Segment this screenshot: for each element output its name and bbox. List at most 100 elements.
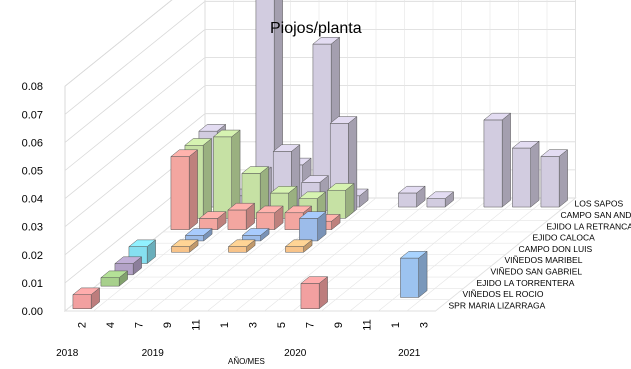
bar [100, 270, 129, 287]
bar-top [170, 149, 199, 157]
y-tick-label: 0.04 [22, 194, 43, 206]
bar [227, 239, 256, 253]
bar-top [227, 202, 256, 211]
category-gridline [235, 0, 377, 312]
y-tick-label: 0.05 [22, 166, 43, 178]
series-label: LOS SAPOS [575, 199, 624, 209]
bar-front [227, 209, 247, 230]
bar-top [284, 239, 313, 247]
gridline [64, 0, 173, 87]
bar [241, 228, 270, 242]
bar [284, 239, 313, 253]
y-tick-label: 0.07 [22, 109, 43, 121]
x-tick-label: 3 [247, 322, 259, 328]
x-tick-label: 11 [361, 319, 373, 330]
bar-front [540, 156, 560, 208]
bar [298, 211, 327, 242]
bar [511, 140, 540, 208]
bar-top [483, 112, 512, 121]
x-tick-label: 9 [333, 322, 345, 328]
bar [255, 205, 284, 231]
bar-front [426, 198, 446, 208]
bar-top [198, 211, 227, 219]
bar [72, 287, 101, 310]
year-label: 2018 [56, 348, 79, 359]
series-label: CAMPO SAN ANDRES [561, 210, 631, 220]
bar-top [272, 144, 301, 152]
x-tick-label: 2 [76, 322, 88, 328]
chart-title: Piojos/planta [270, 20, 362, 37]
bar-top [198, 124, 227, 132]
x-axis-title: AÑO/MES [228, 357, 265, 366]
bar-top [301, 175, 330, 183]
bar-side [418, 250, 428, 298]
bar [300, 276, 329, 310]
bar-front [285, 246, 304, 253]
year-label: 2020 [284, 348, 307, 359]
y-tick-label: 0.02 [22, 250, 43, 262]
bar-front [100, 277, 120, 287]
category-gridline [321, 0, 462, 312]
bar-top [326, 183, 355, 191]
bar-front [300, 283, 320, 309]
y-tick-label: 0.03 [22, 222, 43, 234]
year-label: 2021 [398, 348, 421, 359]
bar-side [202, 137, 212, 219]
bar-front [400, 257, 419, 298]
bar-front [170, 156, 190, 230]
bar-top [312, 37, 341, 45]
series-label: EJIDO LA TORRENTERA [477, 278, 575, 288]
bar-top [399, 251, 428, 259]
bar-side [558, 149, 568, 208]
series-label: SPR MARIA LIZARRAGA [449, 300, 546, 310]
bar-top [298, 191, 327, 199]
bar-top [72, 287, 101, 295]
series-label: CAMPO DON LUIS [519, 244, 593, 254]
bar-front [199, 218, 218, 230]
bar-side [501, 112, 511, 208]
bar-top [241, 166, 270, 174]
bar-front [398, 192, 417, 208]
bar [483, 112, 512, 208]
x-tick-label: 3 [418, 322, 430, 328]
x-tick-label: 1 [219, 322, 231, 328]
bar [326, 182, 355, 219]
bar-front [72, 294, 92, 309]
bar-top [100, 270, 129, 278]
bar-top [128, 239, 157, 247]
bar [397, 185, 426, 208]
bar-top [170, 239, 199, 247]
bar [399, 250, 428, 298]
bar-front [512, 147, 531, 208]
bar-top [329, 116, 358, 124]
x-tick-label: 7 [304, 322, 316, 328]
x-tick-label: 4 [105, 322, 117, 328]
y-tick-label: 0.00 [22, 306, 43, 318]
bar [198, 211, 227, 231]
bar-front [256, 212, 275, 230]
labels-group: 0.00 0.01 0.02 0.03 0.04 0.05 0.06 0.07 0.08 2 4 7 9… [22, 81, 631, 359]
bar [170, 239, 199, 253]
bars-group [72, 0, 569, 310]
y-tick-label: 0.01 [22, 278, 43, 290]
bar-front [299, 218, 318, 242]
bar-front [483, 119, 503, 208]
bar-side [188, 149, 198, 231]
bar-top [255, 205, 284, 214]
y-tick-label: 0.06 [22, 137, 43, 149]
x-tick-label: 9 [162, 322, 174, 328]
bar-top [227, 239, 256, 247]
year-label: 2019 [142, 348, 165, 359]
bar-top [300, 276, 329, 284]
bar-top [284, 205, 313, 214]
series-label: EJIDO CALOCA [533, 233, 596, 243]
bar [540, 149, 569, 208]
bar-top [184, 228, 213, 236]
bar [170, 149, 199, 231]
bar [241, 166, 270, 219]
bar-top [540, 149, 569, 157]
category-gridline [435, 0, 576, 312]
bar-top [241, 228, 270, 236]
bar-top [212, 129, 241, 138]
series-label: VIÑEDO SAN GABRIEL [491, 266, 583, 276]
